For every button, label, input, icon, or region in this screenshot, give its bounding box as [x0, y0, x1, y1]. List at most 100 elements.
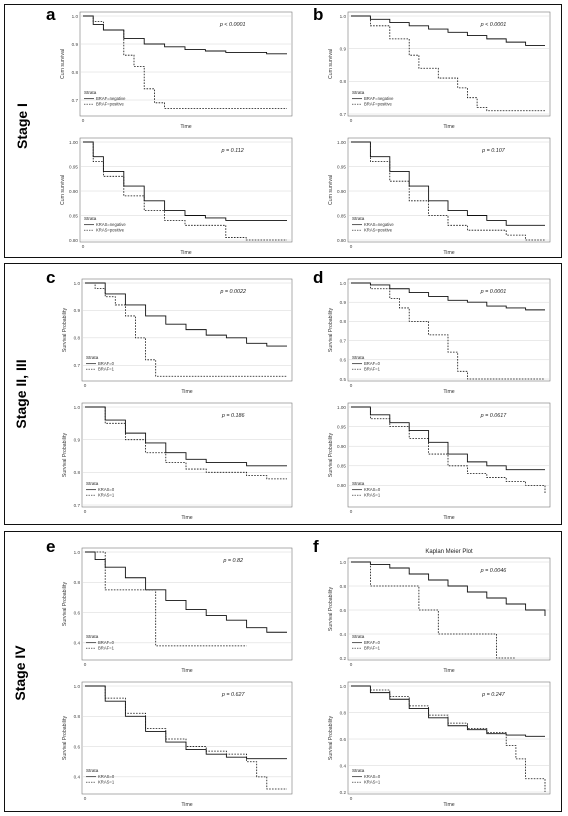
y-tick-label: 0.9: [340, 46, 347, 51]
plot-frame: [79, 137, 293, 243]
x-axis-label: Time: [443, 802, 454, 808]
y-axis-label: Cum survival: [60, 175, 66, 205]
legend-title: Strata: [86, 481, 99, 486]
survival-curve-2: [351, 141, 545, 241]
y-axis-label: Survival Probability: [62, 433, 68, 478]
x-axis-label: Time: [443, 250, 454, 256]
survival-curve-2: [351, 561, 516, 659]
y-tick-label: 0.7: [74, 503, 81, 508]
y-tick-label: 0.8: [74, 714, 81, 719]
y-tick-label: 0.6: [74, 744, 81, 749]
y-tick-label: 0.8: [340, 319, 347, 324]
y-tick-label: 0.9: [74, 437, 81, 442]
survival-curve-1: [351, 406, 545, 471]
legend-title: Strata: [86, 768, 99, 773]
y-tick-label: 1.0: [74, 550, 81, 555]
plot-frame: [347, 557, 551, 661]
survival-curve-2: [85, 282, 287, 377]
km-chart-e-bottom: 1.0 0.8 0.6 0.4 0 Time Survival Probability p =…: [62, 681, 293, 808]
survival-curve-2: [351, 15, 545, 112]
survival-curve-2: [83, 15, 287, 109]
km-chart-d-top: 1.0 0.9 0.8 0.7 0.6 0.50 Time Survival Probabil…: [328, 278, 551, 395]
y-tick-label: 0.9: [72, 42, 79, 47]
x-axis-label: Time: [181, 802, 192, 808]
y-tick-label: 0.6: [340, 358, 347, 363]
plot-b-top: 1.0 0.9 0.8 0.7 0 Time Cum survival p < 0.0001 S…: [326, 8, 554, 130]
legend-title: Strata: [352, 90, 365, 95]
p-value-label: p = 0.0022: [219, 289, 246, 295]
y-tick-label: 0.7: [340, 338, 347, 343]
y-tick-label: 0.4: [74, 641, 81, 646]
km-chart-e-top: 1.0 0.8 0.6 0.4 0 Time Survival Probability p =…: [62, 547, 293, 674]
legend-entry: KRAS=negative: [96, 222, 126, 227]
km-chart-b-bottom: 1.00 0.95 0.90 0.85 0.80 0 Time Cum survival p =…: [328, 137, 551, 256]
x-tick-label: 0: [82, 244, 85, 249]
plot-frame: [347, 402, 551, 508]
p-value-label: p < 0.0001: [480, 22, 507, 28]
legend-title: Strata: [352, 355, 365, 360]
legend-entry: KRAS=0: [364, 487, 381, 492]
plot-d-top: 1.0 0.9 0.8 0.7 0.6 0.5 0 Time Survival Probabil…: [326, 275, 554, 395]
y-tick-label: 0.8: [74, 470, 81, 475]
plot-frame: [347, 11, 551, 117]
p-value-label: p = 0.112: [221, 148, 244, 154]
plot-a-bottom: 1.00 0.95 0.90 0.85 0.80 0 Time Cum survival p =…: [58, 134, 296, 256]
y-axis-label: Survival Probability: [62, 716, 68, 761]
y-tick-label: 1.00: [69, 140, 78, 145]
legend-entry: KRAS=1: [364, 493, 381, 498]
legend-entry: KRAS=positive: [96, 228, 125, 233]
x-axis-label: Time: [443, 668, 454, 674]
y-axis-label: Survival Probability: [328, 433, 334, 478]
legend-entry: BRAF=0: [364, 361, 381, 366]
y-axis-label: Cum survival: [328, 49, 334, 79]
y-tick-label: 0.2: [340, 790, 347, 795]
p-value-label: p = 0.247: [481, 692, 506, 698]
panel-letter-c: c: [46, 268, 56, 287]
km-chart-d-bottom: 1.00 0.95 0.90 0.85 0.80 0 Time Survival Probab…: [328, 402, 551, 521]
survival-curve-2: [351, 685, 546, 792]
y-tick-label: 0.4: [340, 632, 347, 637]
survival-curve-2: [85, 406, 287, 480]
x-axis-label: Time: [443, 515, 454, 521]
y-tick-label: 0.9: [74, 308, 81, 313]
y-tick-label: 0.7: [74, 363, 81, 368]
panel-letter-d: d: [313, 268, 324, 287]
y-axis-label: Survival Probability: [328, 716, 334, 761]
chart-title: Kaplan Meier Plot: [425, 549, 473, 555]
plot-f-bottom: 1.0 0.8 0.6 0.4 0.2 0 Time Survival Probability…: [326, 678, 554, 808]
legend-entry: BRAF=negative: [96, 96, 126, 101]
plot-e-bottom: 1.0 0.8 0.6 0.4 0 Time Survival Probability p =…: [60, 678, 296, 808]
legend-entry: KRAS=0: [98, 487, 115, 492]
y-tick-label: 0.80: [69, 238, 78, 243]
legend-entry: KRAS=1: [98, 493, 115, 498]
y-tick-label: 0.4: [340, 763, 347, 768]
survival-curve-1: [85, 406, 287, 467]
y-tick-label: 1.0: [74, 281, 81, 286]
panel-letter-e: e: [46, 537, 56, 556]
survival-curve-1: [83, 141, 287, 221]
y-tick-label: 1.00: [337, 405, 346, 410]
y-tick-label: 1.00: [337, 140, 346, 145]
x-axis-label: Time: [443, 389, 454, 395]
x-tick-label: 0: [84, 509, 87, 514]
y-axis-label: Survival Probability: [328, 587, 334, 632]
x-tick-label: 0: [84, 383, 87, 388]
panel-letter-b: b: [313, 5, 324, 24]
legend-title: Strata: [352, 634, 365, 639]
y-tick-label: 1.0: [340, 560, 347, 565]
y-axis-label: Survival Probability: [62, 308, 68, 353]
km-chart-f-top: 1.0 0.8 0.6 0.4 0.20 Time Survival Probability…: [328, 549, 551, 674]
x-tick-label: 0: [350, 796, 353, 801]
p-value-label: p < 0.0001: [219, 22, 246, 28]
y-tick-label: 0.90: [337, 444, 346, 449]
km-chart-a-bottom: 1.00 0.95 0.90 0.85 0.80 0 Time Cum survival p =…: [60, 137, 293, 256]
plot-c-top: 1.0 0.9 0.8 0.7 0 Time Survival Probability p =…: [60, 275, 296, 395]
p-value-label: p = 0.627: [221, 692, 246, 698]
x-tick-label: 0: [350, 662, 353, 667]
plot-e-top: 1.0 0.8 0.6 0.4 0 Time Survival Probability p =…: [60, 544, 296, 674]
y-tick-label: 0.85: [337, 464, 346, 469]
p-value-label: p = 0.0617: [480, 413, 508, 419]
y-tick-label: 1.0: [74, 684, 81, 689]
legend-title: Strata: [352, 481, 365, 486]
p-value-label: p = 0.82: [222, 558, 243, 564]
